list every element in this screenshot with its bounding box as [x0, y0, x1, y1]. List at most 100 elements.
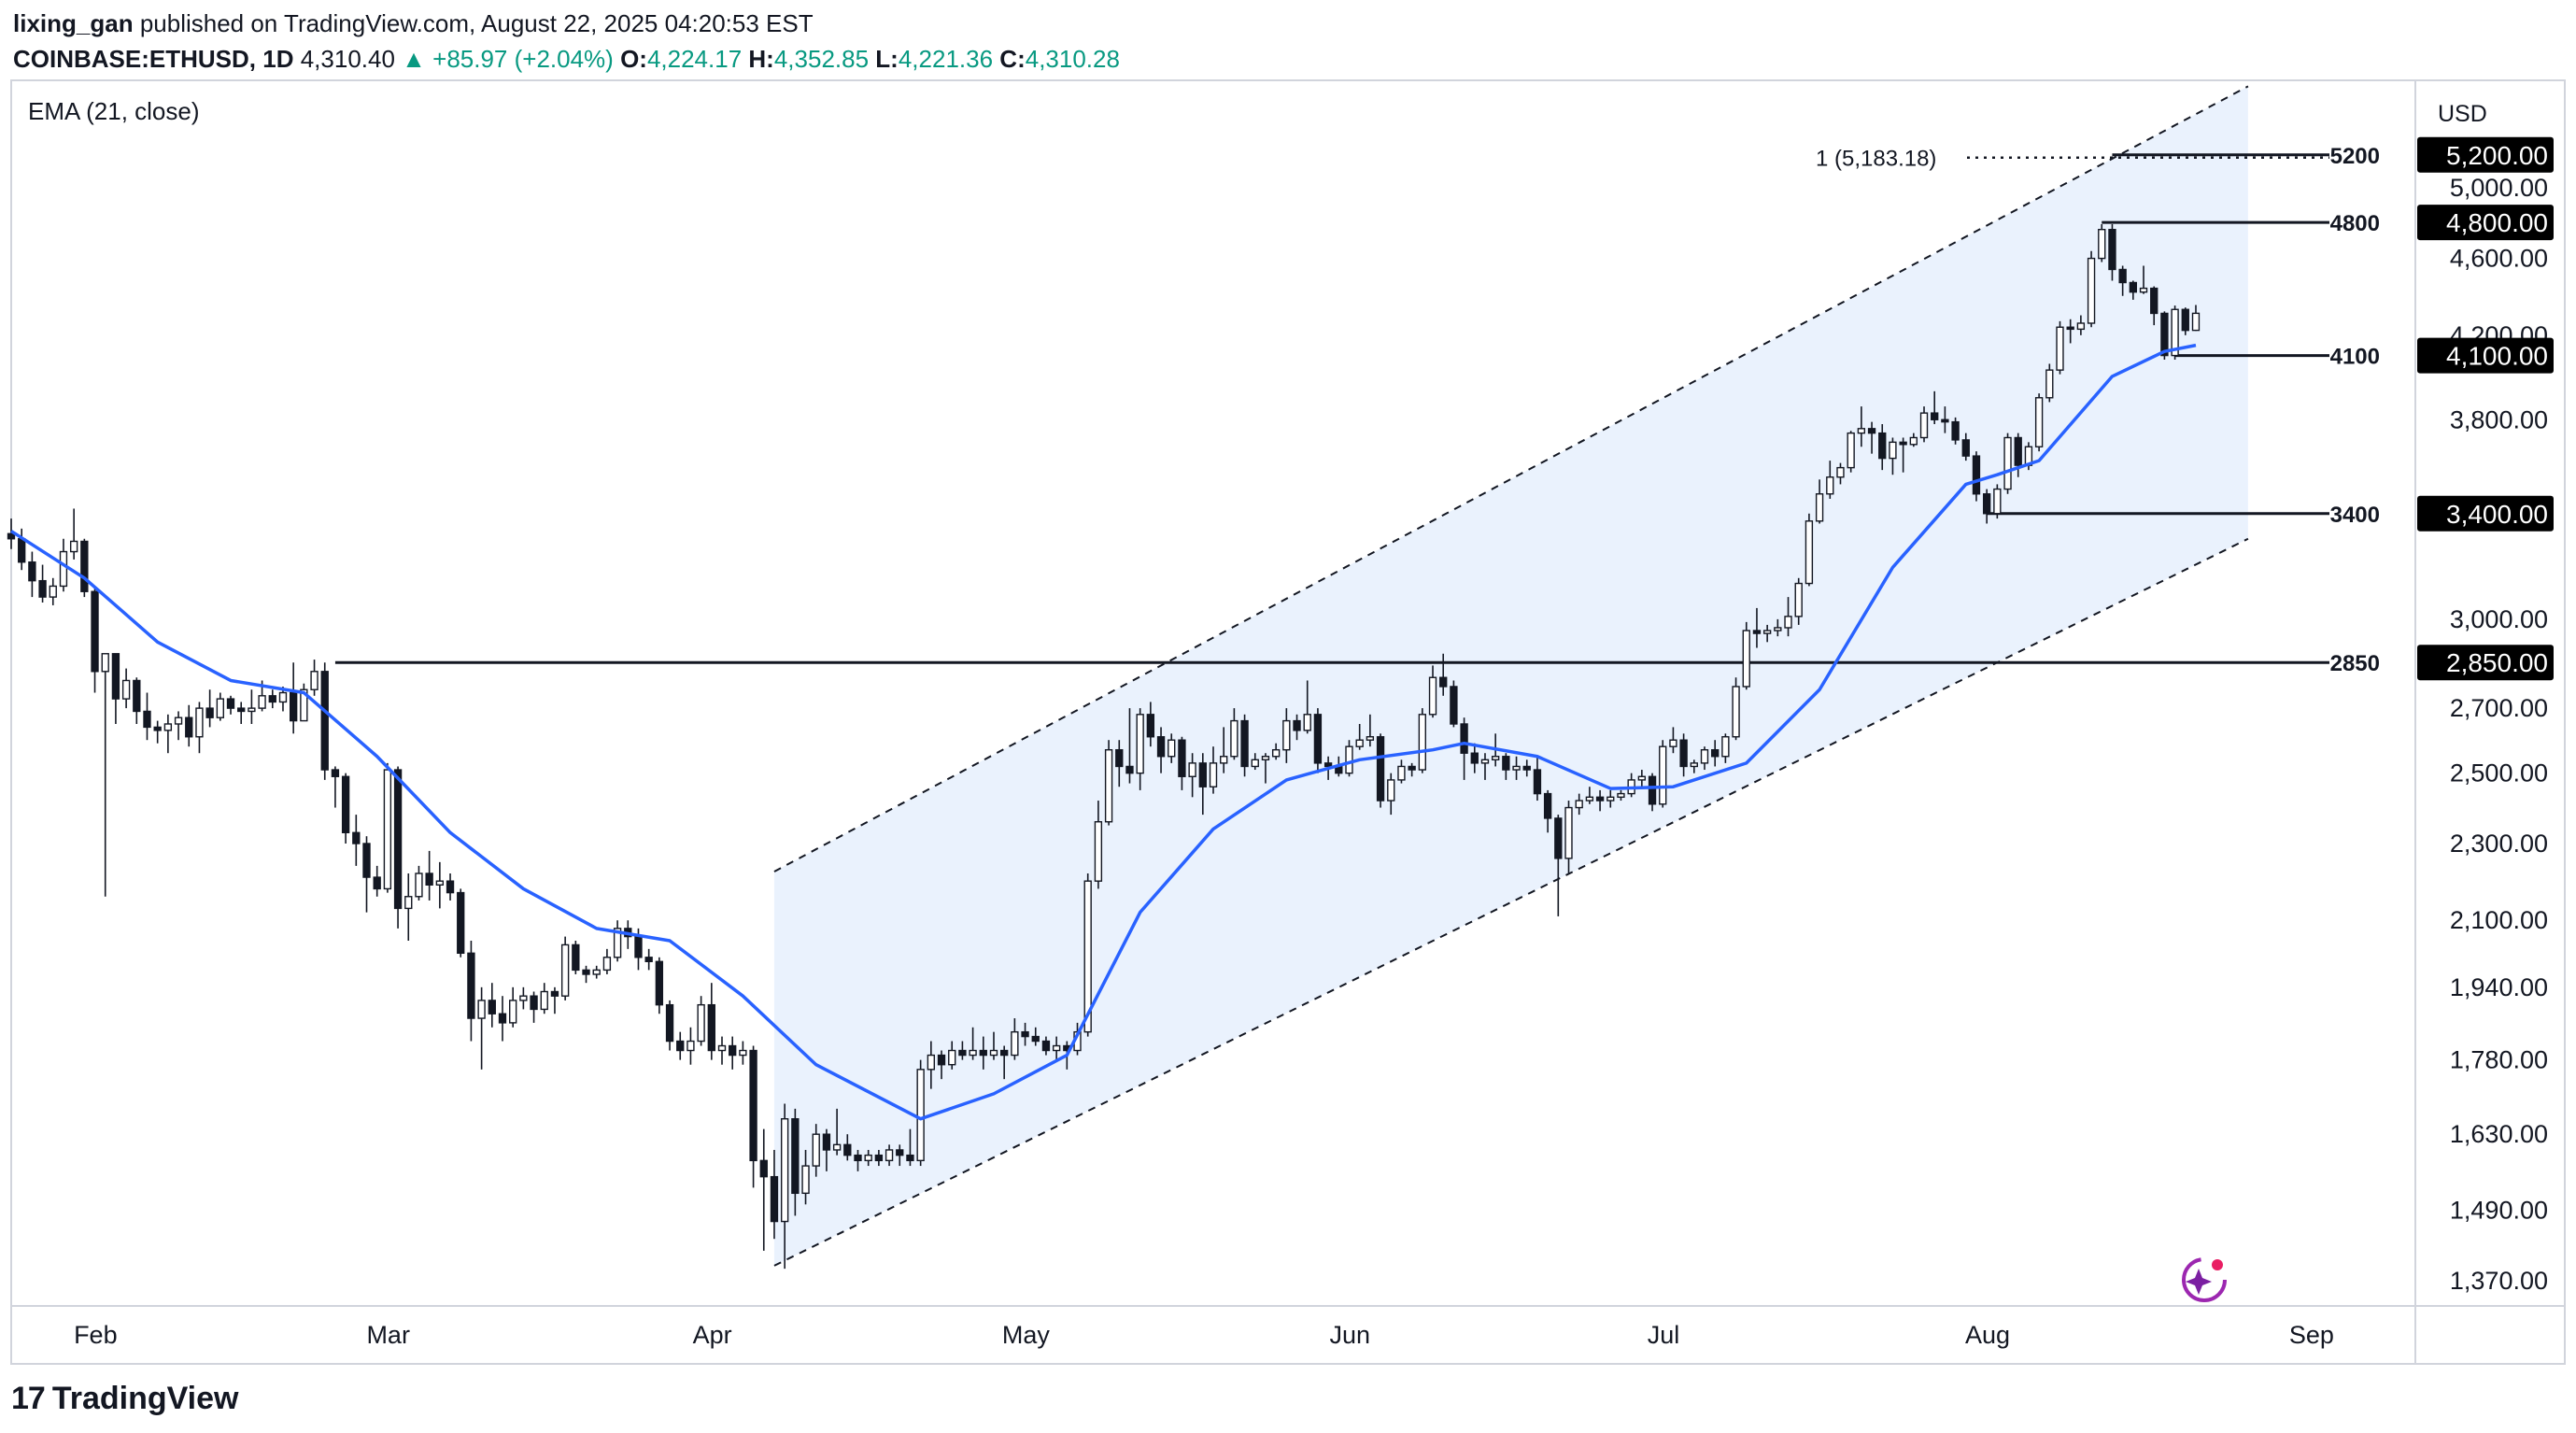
- candle: [613, 920, 622, 962]
- candle-body-down: [38, 579, 47, 598]
- candle: [550, 986, 559, 1014]
- candle: [2076, 315, 2086, 335]
- candle: [498, 996, 507, 1042]
- candle-body-up: [1188, 762, 1196, 777]
- candle-body-up: [69, 540, 78, 553]
- candle: [812, 1124, 820, 1177]
- candle-body-down: [1679, 739, 1688, 768]
- candle-body-down: [1021, 1030, 1029, 1038]
- candle: [1439, 653, 1448, 696]
- candle-body-up: [1836, 466, 1845, 478]
- candle-body-up: [1784, 616, 1792, 629]
- candle-body-down: [1961, 439, 1970, 457]
- candle: [1889, 437, 1897, 475]
- price-badge-5200: 5,200.00: [2446, 141, 2548, 170]
- candle-body-down: [268, 695, 276, 703]
- candle: [341, 773, 350, 844]
- candle-body-down: [133, 679, 141, 713]
- candle-body-down: [226, 698, 235, 709]
- candle: [1742, 621, 1750, 690]
- ema-polyline: [10, 343, 2197, 1121]
- last-price: 4,310.40: [300, 45, 395, 73]
- candle-body-up: [1919, 412, 1929, 439]
- price-tick-label: 1,490.00: [2450, 1196, 2548, 1224]
- candle-body-down: [1931, 412, 1939, 420]
- candle: [91, 586, 99, 693]
- candle-body-down: [2118, 268, 2127, 284]
- candle: [1836, 462, 1845, 485]
- sparkle-icon[interactable]: [2182, 1257, 2227, 1302]
- candle-body-up: [1209, 762, 1218, 787]
- candle: [1794, 577, 1803, 625]
- author-name[interactable]: lixing_gan: [13, 9, 134, 37]
- symbol-name[interactable]: COINBASE:ETHUSD, 1D: [13, 45, 294, 73]
- candle: [80, 538, 89, 598]
- candle-body-down: [446, 880, 455, 894]
- candle: [1659, 740, 1667, 808]
- candle: [1104, 740, 1113, 826]
- candle-body-up: [163, 723, 173, 731]
- candle-body-up: [2171, 308, 2179, 357]
- currency-label[interactable]: USD: [2438, 101, 2487, 127]
- price-tick-label: 4,600.00: [2450, 245, 2548, 273]
- candle-body-down: [1313, 714, 1323, 764]
- candle-body-down: [634, 935, 643, 958]
- candle: [1595, 789, 1605, 812]
- candle: [1533, 756, 1542, 802]
- candle-body-up: [1606, 796, 1615, 802]
- candle-body-up: [1282, 719, 1291, 751]
- candle: [770, 1149, 779, 1240]
- candle-body-up: [435, 880, 445, 886]
- candle: [2014, 433, 2022, 477]
- candle-body-up: [2003, 436, 2012, 490]
- high-value: 4,352.85: [773, 45, 870, 73]
- candle: [1847, 431, 1855, 473]
- candle: [1271, 743, 1281, 760]
- candle-body-down: [2066, 326, 2074, 331]
- price-tick-label: 1,780.00: [2450, 1046, 2548, 1074]
- candle-body-down: [362, 843, 371, 878]
- candle-body-down: [425, 873, 433, 886]
- price-axis[interactable]: 5,000.004,600.004,200.003,800.003,000.00…: [2450, 174, 2548, 1295]
- indicator-label[interactable]: EMA (21, close): [28, 97, 200, 125]
- candle-body-down: [289, 691, 298, 722]
- candle-body-up: [1732, 686, 1740, 738]
- candle-body-up: [1136, 714, 1144, 774]
- candle: [1313, 708, 1323, 773]
- high-label: H:: [748, 45, 774, 73]
- candle-body-up: [2139, 287, 2148, 293]
- candle-body-up: [1428, 676, 1437, 716]
- candle: [1230, 708, 1238, 760]
- horizontal-levels: 5200 4800 4100 3400 2850: [334, 144, 2380, 676]
- candle: [530, 991, 538, 1023]
- candle-body-down: [854, 1154, 862, 1162]
- candle-body-down: [770, 1175, 779, 1223]
- candle: [927, 1041, 936, 1089]
- candle-body-down: [676, 1040, 685, 1052]
- candle-body-up: [2191, 312, 2201, 332]
- candle: [1857, 406, 1866, 447]
- candle: [759, 1128, 768, 1251]
- price-tick-label: 1,370.00: [2450, 1267, 2548, 1295]
- candle: [1752, 607, 1762, 648]
- candle-body-up: [1909, 436, 1918, 446]
- time-tick-label: Apr: [693, 1321, 732, 1349]
- candle: [289, 662, 298, 734]
- candle: [1690, 759, 1698, 773]
- candle-body-down: [1115, 748, 1124, 768]
- candle-body-down: [1293, 719, 1301, 731]
- candle: [362, 836, 371, 913]
- candle: [1011, 1018, 1019, 1060]
- candle-body-up: [739, 1049, 747, 1057]
- candle-body-down: [1878, 432, 1887, 460]
- candle: [582, 965, 590, 984]
- candle-body-up: [1690, 762, 1698, 768]
- candle: [1993, 484, 2002, 519]
- candle-body-down: [2150, 287, 2158, 315]
- footer-brand[interactable]: 17 TradingView: [11, 1381, 238, 1417]
- candle: [1083, 873, 1092, 1037]
- candle-body-up: [1480, 759, 1490, 764]
- ema-line: [10, 343, 2197, 1121]
- time-axis[interactable]: Feb Mar Apr May Jun Jul Aug Sep: [74, 1321, 2334, 1349]
